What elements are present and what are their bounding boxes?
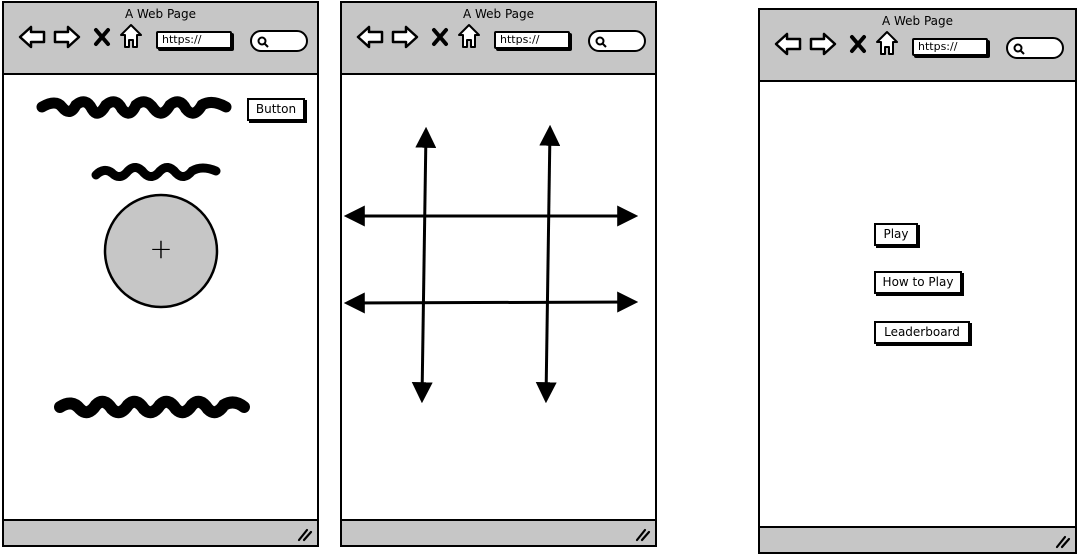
- browser-window-1: A Web Page https:// Button +: [2, 1, 319, 547]
- window-title: A Web Page: [881, 14, 954, 28]
- browser-toolbar: A Web Page https://: [4, 3, 317, 75]
- resize-grip-icon[interactable]: [635, 528, 651, 542]
- browser-window-3: A Web Page https:// Play How to Play Lea…: [758, 8, 1077, 554]
- browser-toolbar: A Web Page https://: [760, 10, 1075, 82]
- leaderboard-button[interactable]: Leaderboard: [874, 321, 970, 344]
- status-bar: [342, 519, 655, 545]
- window-title: A Web Page: [124, 7, 197, 21]
- subheading-text-scribble: [91, 163, 221, 181]
- home-icon[interactable]: [119, 22, 143, 50]
- image-placeholder-circle: [103, 193, 219, 309]
- close-icon[interactable]: [849, 34, 867, 54]
- back-arrow-icon[interactable]: [17, 23, 47, 51]
- grid-line-horizontal-bottom: [343, 291, 639, 314]
- back-arrow-icon[interactable]: [355, 23, 385, 51]
- forward-arrow-icon[interactable]: [52, 23, 82, 51]
- status-bar: [4, 519, 317, 545]
- how-to-play-button[interactable]: How to Play: [874, 271, 962, 294]
- home-icon[interactable]: [457, 22, 481, 50]
- url-field[interactable]: https://: [912, 38, 988, 56]
- browser-toolbar: A Web Page https://: [342, 3, 655, 75]
- grid-line-vertical-left: [411, 126, 437, 404]
- status-bar: [760, 526, 1075, 552]
- body-text-scribble: [54, 395, 250, 419]
- search-icon: [257, 36, 269, 48]
- back-arrow-icon[interactable]: [773, 30, 803, 58]
- window-title: A Web Page: [462, 7, 535, 21]
- search-icon: [1013, 43, 1025, 55]
- home-icon[interactable]: [875, 29, 899, 57]
- resize-grip-icon[interactable]: [297, 528, 313, 542]
- search-field[interactable]: [1006, 37, 1064, 59]
- search-field[interactable]: [250, 30, 308, 52]
- heading-text-scribble: [36, 96, 232, 119]
- action-button[interactable]: Button: [247, 98, 305, 121]
- grid-line-vertical-right: [535, 124, 561, 404]
- game-board-grid: [343, 124, 639, 404]
- search-field[interactable]: [588, 30, 646, 52]
- search-icon: [595, 36, 607, 48]
- url-field[interactable]: https://: [156, 31, 232, 49]
- play-button[interactable]: Play: [874, 223, 918, 246]
- add-symbol: +: [149, 232, 173, 265]
- close-icon[interactable]: [431, 27, 449, 47]
- resize-grip-icon[interactable]: [1055, 535, 1071, 549]
- close-icon[interactable]: [93, 27, 111, 47]
- browser-window-2: A Web Page https://: [340, 1, 657, 547]
- url-field[interactable]: https://: [494, 31, 570, 49]
- forward-arrow-icon[interactable]: [390, 23, 420, 51]
- forward-arrow-icon[interactable]: [808, 30, 838, 58]
